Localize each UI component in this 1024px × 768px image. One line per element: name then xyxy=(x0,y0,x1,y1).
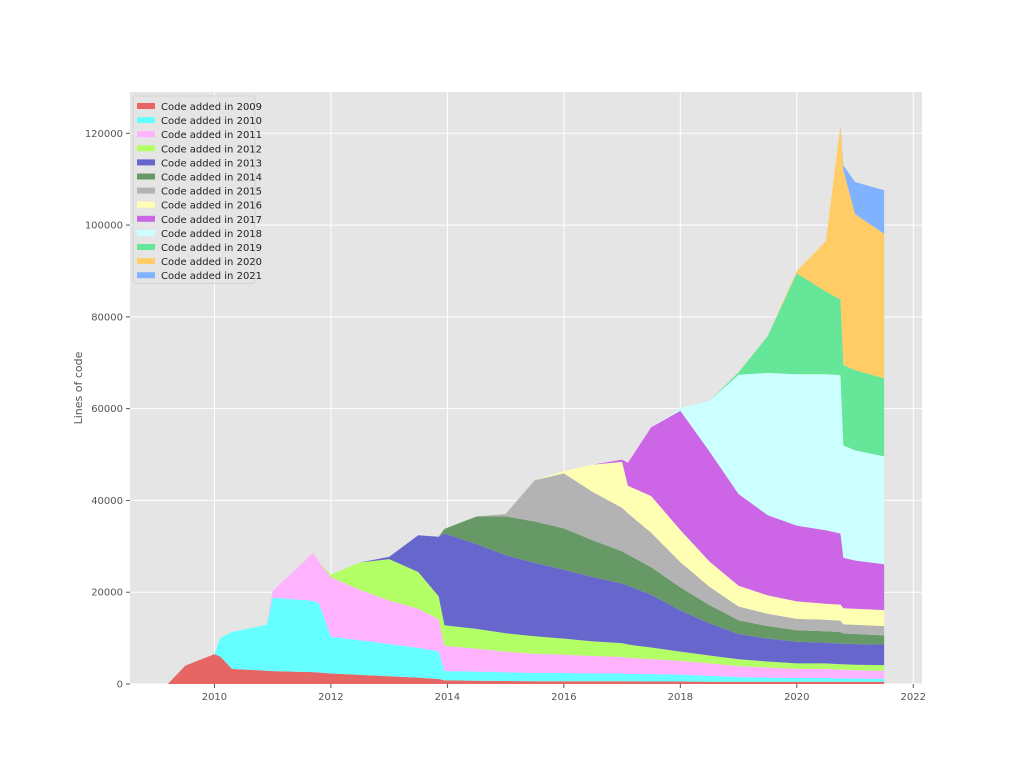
area-code-added-in-2013 xyxy=(167,533,885,684)
y-tick-label: 60000 xyxy=(91,404,123,415)
x-axis: 2010 2012 2014 2016 2018 2020 2022 xyxy=(202,684,926,703)
legend-swatch xyxy=(137,117,155,124)
y-axis-label: Lines of code xyxy=(72,351,85,424)
legend-swatch xyxy=(137,215,155,222)
legend-swatch xyxy=(137,173,155,180)
y-tick-label: 120000 xyxy=(85,129,123,140)
x-tick-label: 2012 xyxy=(318,692,343,703)
area-code-added-in-2014 xyxy=(167,516,885,684)
legend-swatch xyxy=(137,145,155,152)
legend-label: Code added in 2020 xyxy=(161,257,262,268)
legend-swatch xyxy=(137,187,155,194)
legend-label: Code added in 2019 xyxy=(161,243,262,254)
legend-label: Code added in 2017 xyxy=(161,215,262,226)
legend-label: Code added in 2018 xyxy=(161,229,262,240)
area-code-added-in-2011 xyxy=(167,552,885,684)
y-tick-label: 80000 xyxy=(91,312,123,323)
legend-label: Code added in 2016 xyxy=(161,201,262,212)
y-tick-label: 40000 xyxy=(91,496,123,507)
y-tick-label: 20000 xyxy=(91,588,123,599)
area-code-added-in-2015 xyxy=(167,473,885,684)
legend-swatch xyxy=(137,103,155,109)
y-axis: 0 20000 40000 60000 80000 100000 120000 xyxy=(85,129,130,691)
area-code-added-in-2018 xyxy=(167,372,885,684)
legend-label: Code added in 2011 xyxy=(161,130,262,141)
y-tick-label: 100000 xyxy=(85,221,123,232)
legend-swatch xyxy=(137,201,155,208)
legend-label: Code added in 2013 xyxy=(161,158,262,169)
x-tick-label: 2016 xyxy=(551,692,576,703)
legend-swatch xyxy=(137,272,155,279)
area-code-added-in-2017 xyxy=(167,410,885,684)
legend: Code added in 2009 Code added in 2010 Code… xyxy=(132,95,262,284)
legend-box xyxy=(132,95,256,284)
legend-label: Code added in 2012 xyxy=(161,144,262,155)
legend-label: Code added in 2010 xyxy=(161,116,262,127)
x-tick-label: 2010 xyxy=(202,692,227,703)
area-code-added-in-2019 xyxy=(167,273,885,684)
legend-swatch xyxy=(137,258,155,265)
legend-swatch xyxy=(137,229,155,236)
legend-swatch xyxy=(137,159,155,166)
area-code-added-in-2009 xyxy=(167,654,885,684)
legend-swatch xyxy=(137,131,155,138)
legend-swatch xyxy=(137,244,155,250)
legend-label: Code added in 2015 xyxy=(161,187,262,198)
x-tick-label: 2014 xyxy=(435,692,460,703)
x-tick-label: 2022 xyxy=(901,692,926,703)
legend-label: Code added in 2014 xyxy=(161,173,262,184)
area-code-added-in-2010 xyxy=(167,597,885,684)
x-tick-label: 2018 xyxy=(668,692,693,703)
legend-label: Code added in 2009 xyxy=(161,102,262,113)
area-series xyxy=(167,125,885,684)
y-tick-label: 0 xyxy=(117,680,123,691)
legend-label: Code added in 2021 xyxy=(161,271,262,282)
x-tick-label: 2020 xyxy=(784,692,809,703)
